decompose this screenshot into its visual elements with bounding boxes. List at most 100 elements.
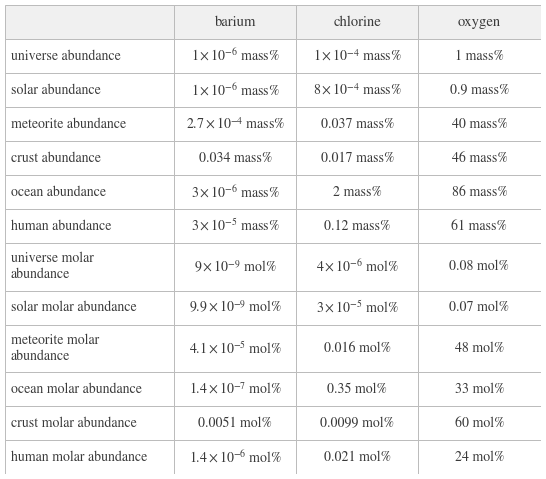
- Bar: [174, 141, 296, 175]
- Text: $4.1\times10^{-5}$ mol%: $4.1\times10^{-5}$ mol%: [189, 340, 282, 356]
- Text: crust abundance: crust abundance: [11, 151, 100, 165]
- Bar: [418, 440, 541, 474]
- Bar: [174, 291, 296, 325]
- Text: 0.07 mol%: 0.07 mol%: [449, 301, 509, 314]
- Bar: [5, 291, 174, 325]
- Text: meteorite molar
abundance: meteorite molar abundance: [11, 334, 99, 363]
- Bar: [418, 325, 541, 372]
- Bar: [418, 73, 541, 107]
- Text: 24 mol%: 24 mol%: [455, 451, 504, 464]
- Bar: [174, 73, 296, 107]
- Bar: [418, 291, 541, 325]
- Text: 40 mass%: 40 mass%: [452, 117, 507, 131]
- Bar: [174, 372, 296, 406]
- Text: barium: barium: [215, 15, 256, 29]
- Bar: [418, 107, 541, 141]
- Bar: [5, 209, 174, 243]
- Bar: [296, 141, 418, 175]
- Text: chlorine: chlorine: [334, 15, 381, 29]
- Bar: [5, 73, 174, 107]
- Text: meteorite abundance: meteorite abundance: [11, 117, 126, 131]
- Text: $1.4\times10^{-6}$ mol%: $1.4\times10^{-6}$ mol%: [189, 449, 282, 466]
- Text: 60 mol%: 60 mol%: [455, 416, 505, 430]
- Text: human abundance: human abundance: [11, 219, 111, 233]
- Text: $1\times10^{-6}$ mass%: $1\times10^{-6}$ mass%: [191, 81, 280, 98]
- Bar: [174, 107, 296, 141]
- Bar: [174, 440, 296, 474]
- Bar: [5, 440, 174, 474]
- Text: $2.7\times10^{-4}$ mass%: $2.7\times10^{-4}$ mass%: [186, 116, 285, 132]
- Text: $9\times10^{-9}$ mol%: $9\times10^{-9}$ mol%: [194, 259, 277, 275]
- Bar: [5, 141, 174, 175]
- Bar: [174, 175, 296, 209]
- Bar: [296, 325, 418, 372]
- Bar: [174, 39, 296, 73]
- Bar: [296, 107, 418, 141]
- Text: 0.12 mass%: 0.12 mass%: [324, 219, 390, 233]
- Bar: [296, 175, 418, 209]
- Text: $1\times10^{-6}$ mass%: $1\times10^{-6}$ mass%: [191, 47, 280, 64]
- Text: 0.0099 mol%: 0.0099 mol%: [321, 416, 394, 430]
- Text: 33 mol%: 33 mol%: [455, 382, 505, 396]
- Bar: [5, 175, 174, 209]
- Text: 0.034 mass%: 0.034 mass%: [199, 151, 272, 165]
- Bar: [418, 39, 541, 73]
- Bar: [174, 243, 296, 291]
- Bar: [418, 141, 541, 175]
- Text: 2 mass%: 2 mass%: [333, 185, 382, 199]
- Text: human molar abundance: human molar abundance: [11, 451, 147, 464]
- Text: $1.4\times10^{-7}$ mol%: $1.4\times10^{-7}$ mol%: [189, 381, 282, 397]
- Text: $3\times10^{-6}$ mass%: $3\times10^{-6}$ mass%: [191, 184, 280, 200]
- Bar: [418, 5, 541, 39]
- Text: 0.0051 mol%: 0.0051 mol%: [198, 416, 272, 430]
- Text: 0.9 mass%: 0.9 mass%: [450, 83, 509, 97]
- Text: universe abundance: universe abundance: [11, 49, 121, 63]
- Text: $3\times10^{-5}$ mass%: $3\times10^{-5}$ mass%: [191, 218, 280, 234]
- Bar: [418, 406, 541, 440]
- Bar: [174, 406, 296, 440]
- Bar: [418, 175, 541, 209]
- Text: $3\times10^{-5}$ mol%: $3\times10^{-5}$ mol%: [316, 299, 399, 316]
- Text: $9.9\times10^{-9}$ mol%: $9.9\times10^{-9}$ mol%: [189, 299, 282, 316]
- Text: 46 mass%: 46 mass%: [452, 151, 507, 165]
- Text: 0.037 mass%: 0.037 mass%: [321, 117, 394, 131]
- Bar: [418, 209, 541, 243]
- Bar: [296, 243, 418, 291]
- Bar: [5, 107, 174, 141]
- Text: ocean molar abundance: ocean molar abundance: [11, 382, 142, 396]
- Bar: [5, 325, 174, 372]
- Text: 0.08 mol%: 0.08 mol%: [449, 260, 509, 274]
- Bar: [296, 5, 418, 39]
- Bar: [296, 39, 418, 73]
- Text: $4\times10^{-6}$ mol%: $4\times10^{-6}$ mol%: [316, 259, 399, 275]
- Text: 48 mol%: 48 mol%: [455, 342, 504, 355]
- Bar: [418, 372, 541, 406]
- Text: solar molar abundance: solar molar abundance: [11, 301, 136, 314]
- Bar: [418, 243, 541, 291]
- Bar: [5, 243, 174, 291]
- Bar: [296, 406, 418, 440]
- Text: 86 mass%: 86 mass%: [452, 185, 507, 199]
- Text: 0.017 mass%: 0.017 mass%: [321, 151, 394, 165]
- Bar: [296, 372, 418, 406]
- Bar: [296, 440, 418, 474]
- Text: universe molar
abundance: universe molar abundance: [11, 252, 94, 282]
- Bar: [296, 73, 418, 107]
- Text: 0.021 mol%: 0.021 mol%: [324, 451, 391, 464]
- Bar: [5, 5, 174, 39]
- Bar: [296, 291, 418, 325]
- Text: 0.35 mol%: 0.35 mol%: [328, 382, 387, 396]
- Bar: [5, 39, 174, 73]
- Text: crust molar abundance: crust molar abundance: [11, 416, 136, 430]
- Text: oxygen: oxygen: [458, 15, 501, 29]
- Text: 0.016 mol%: 0.016 mol%: [324, 342, 391, 355]
- Text: 1 mass%: 1 mass%: [455, 49, 504, 63]
- Bar: [174, 5, 296, 39]
- Text: $8\times10^{-4}$ mass%: $8\times10^{-4}$ mass%: [313, 82, 402, 98]
- Bar: [296, 209, 418, 243]
- Bar: [174, 209, 296, 243]
- Text: ocean abundance: ocean abundance: [11, 185, 106, 199]
- Bar: [174, 325, 296, 372]
- Bar: [5, 406, 174, 440]
- Text: $1\times10^{-4}$ mass%: $1\times10^{-4}$ mass%: [313, 48, 402, 64]
